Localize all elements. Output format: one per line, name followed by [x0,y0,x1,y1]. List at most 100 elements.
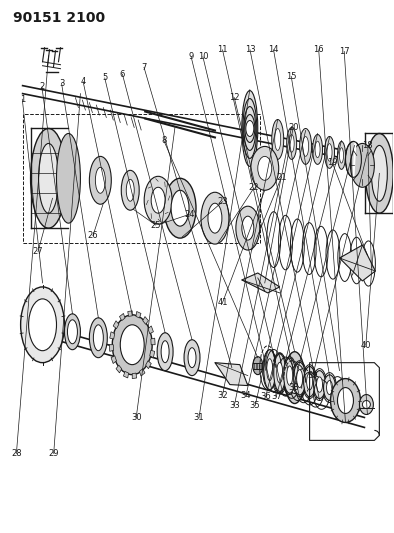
Ellipse shape [359,394,374,415]
Ellipse shape [161,341,169,362]
Ellipse shape [267,359,273,381]
Ellipse shape [126,179,134,201]
Text: 4: 4 [80,77,86,86]
Ellipse shape [338,387,353,414]
Ellipse shape [89,318,107,358]
Ellipse shape [346,141,361,177]
Ellipse shape [272,119,284,159]
Ellipse shape [365,133,393,213]
Text: 41: 41 [217,298,228,307]
Text: 19: 19 [327,158,338,167]
Ellipse shape [201,192,229,244]
Ellipse shape [258,156,272,180]
Polygon shape [119,313,125,321]
Ellipse shape [20,287,65,362]
Polygon shape [340,245,375,281]
Ellipse shape [307,373,312,390]
Ellipse shape [325,136,335,168]
Text: 29: 29 [48,449,59,458]
Ellipse shape [315,141,320,158]
Text: 28: 28 [11,449,22,458]
Text: 90151 2100: 90151 2100 [13,11,105,25]
Ellipse shape [236,206,260,250]
Ellipse shape [289,135,294,152]
Ellipse shape [29,299,56,351]
Text: 11: 11 [217,45,228,54]
Text: 40: 40 [361,341,371,350]
Polygon shape [132,373,137,378]
Text: 9: 9 [188,52,194,61]
Polygon shape [136,311,141,318]
Ellipse shape [184,340,200,376]
Ellipse shape [93,325,103,351]
Ellipse shape [243,99,257,158]
Polygon shape [116,365,122,373]
Polygon shape [143,317,149,324]
Text: 37: 37 [271,392,282,401]
Ellipse shape [327,381,333,394]
Ellipse shape [112,315,152,375]
Text: 3: 3 [59,79,64,88]
Polygon shape [139,369,145,376]
Ellipse shape [120,325,144,365]
Polygon shape [110,332,115,339]
Polygon shape [151,338,155,345]
Text: 1: 1 [20,95,25,104]
Text: 32: 32 [217,391,228,400]
Ellipse shape [31,128,67,228]
Polygon shape [113,321,119,329]
Text: 39: 39 [307,371,318,380]
Ellipse shape [242,91,258,166]
Text: 25: 25 [151,221,161,230]
Ellipse shape [287,366,293,385]
Ellipse shape [244,107,256,150]
Ellipse shape [297,369,303,387]
Text: 35: 35 [250,401,260,410]
Ellipse shape [164,179,196,238]
Text: 26: 26 [87,231,98,240]
Text: 33: 33 [229,401,240,410]
Circle shape [362,400,370,408]
Ellipse shape [299,128,312,164]
Text: 38: 38 [288,383,299,392]
Polygon shape [148,326,153,334]
Text: 8: 8 [161,135,166,144]
Text: 23: 23 [217,197,228,206]
Ellipse shape [274,354,286,391]
Text: 24: 24 [184,210,194,219]
Ellipse shape [327,143,332,161]
Ellipse shape [264,350,276,390]
Ellipse shape [39,143,58,213]
Ellipse shape [287,127,297,159]
Polygon shape [109,345,113,351]
Text: 20: 20 [288,123,298,132]
Ellipse shape [89,156,111,204]
Ellipse shape [65,314,80,350]
Polygon shape [128,311,132,317]
Ellipse shape [188,348,196,368]
Text: 15: 15 [286,72,296,81]
Ellipse shape [323,375,336,400]
Ellipse shape [242,216,254,240]
Text: 34: 34 [241,391,251,400]
Polygon shape [146,361,151,369]
Ellipse shape [245,115,255,142]
Ellipse shape [251,147,279,190]
Ellipse shape [157,333,173,370]
Text: 17: 17 [339,47,349,56]
Text: 5: 5 [102,74,107,83]
Ellipse shape [316,377,323,392]
Ellipse shape [56,133,80,223]
Ellipse shape [171,190,189,226]
Ellipse shape [314,370,325,399]
Text: 21: 21 [276,173,287,182]
Ellipse shape [289,362,301,393]
Ellipse shape [277,362,283,383]
Polygon shape [111,356,117,364]
Ellipse shape [246,120,254,136]
Ellipse shape [285,352,305,403]
Text: 6: 6 [120,70,125,79]
Text: 22: 22 [249,183,259,192]
Text: 18: 18 [362,141,373,150]
Text: 27: 27 [33,247,43,256]
